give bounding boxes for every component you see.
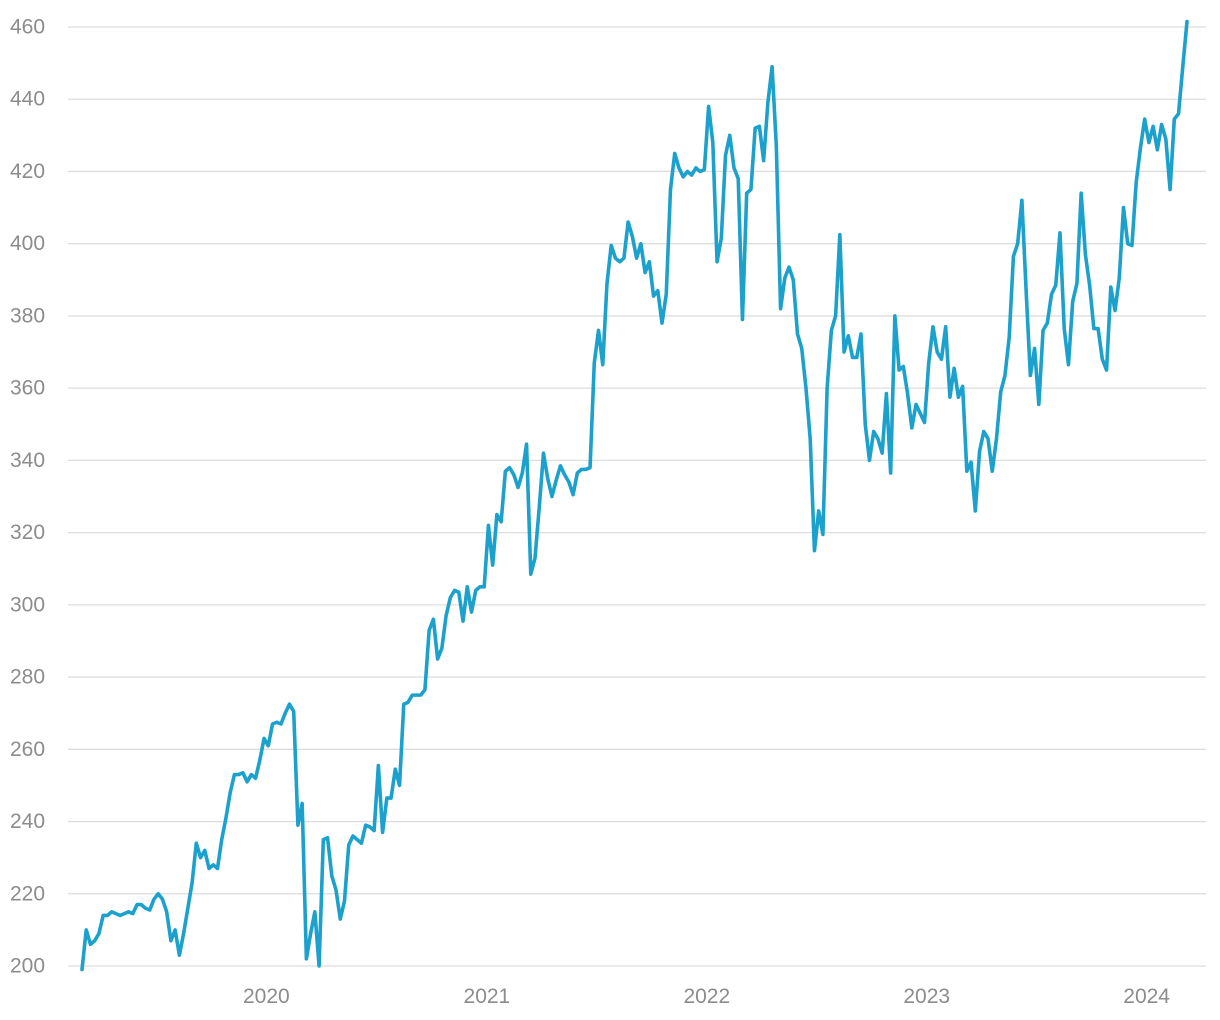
y-tick-label: 320: [10, 521, 45, 544]
y-tick-label: 400: [10, 232, 45, 255]
x-tick-label: 2022: [683, 985, 730, 1008]
y-tick-label: 300: [10, 593, 45, 616]
y-axis: 200 220 240 260 280 300 320 340 360 380 400 420 440 4…: [10, 16, 45, 978]
y-tick-label: 420: [10, 160, 45, 183]
x-tick-label: 2020: [243, 985, 290, 1008]
x-axis: 2020 2021 2022 2023 2024: [243, 985, 1170, 1008]
x-tick-label: 2021: [464, 985, 511, 1008]
y-tick-label: 360: [10, 377, 45, 400]
y-tick-label: 460: [10, 16, 45, 39]
y-tick-label: 220: [10, 882, 45, 905]
y-tick-label: 260: [10, 738, 45, 761]
gridlines: [68, 26, 1206, 967]
y-tick-label: 440: [10, 88, 45, 111]
y-tick-label: 340: [10, 449, 45, 472]
plot-area: [80, 19, 1189, 972]
y-tick-label: 380: [10, 304, 45, 327]
y-tick-label: 280: [10, 666, 45, 689]
y-tick-label: 200: [10, 955, 45, 978]
x-tick-label: 2024: [1123, 985, 1170, 1008]
y-tick-label: 240: [10, 810, 45, 833]
series-line-1: [80, 19, 1189, 972]
x-tick-label: 2023: [903, 985, 950, 1008]
